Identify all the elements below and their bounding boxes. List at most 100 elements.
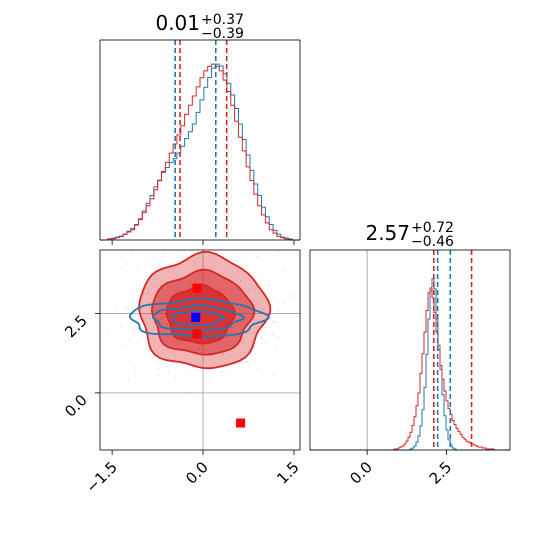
scatter-point [157, 360, 159, 362]
bottom-left-y-tick-label-1: 2.5 [61, 312, 91, 342]
scatter-point [247, 332, 249, 335]
scatter-point [236, 270, 239, 272]
scatter-point [147, 290, 150, 293]
scatter-point [247, 289, 249, 291]
histogram-panel-top-left: 0.01 +0.37 −0.39 [99, 11, 301, 245]
bottom-right-x-tick-label-1: 2.5 [426, 458, 456, 488]
scatter-point [243, 351, 245, 354]
scatter-point [233, 356, 235, 359]
scatter-point [121, 267, 124, 269]
scatter-point [126, 263, 129, 265]
axes-frame-top-left [99, 39, 301, 241]
scatter-point [277, 309, 280, 312]
scatter-point [189, 444, 191, 447]
scatter-point [135, 343, 138, 345]
title-param-2: 2.57 [365, 221, 410, 245]
scatter-point [157, 262, 159, 265]
scatter-point [246, 361, 248, 363]
scatter-point [172, 268, 174, 270]
scatter-point [182, 255, 185, 257]
scatter-point [130, 290, 133, 293]
scatter-point [155, 285, 157, 287]
scatter-point [126, 305, 129, 308]
scatter-point [148, 301, 151, 304]
scatter-point [167, 263, 170, 266]
scatter-point [288, 295, 290, 297]
scatter-point [278, 336, 280, 339]
scatter-point [167, 371, 170, 374]
title-param-2-value: 2.57 [365, 221, 410, 245]
scatter-point [144, 341, 147, 343]
title-param-1-upper: +0.37 [201, 12, 244, 28]
axes-frame-bottom-left [99, 249, 301, 451]
scatter-point [234, 260, 237, 263]
scatter-point [134, 367, 137, 369]
scatter-point [230, 354, 232, 357]
blue-contour-2 [170, 309, 226, 327]
scatter-point [149, 317, 151, 320]
red-marker-1 [192, 329, 202, 339]
scatter-point [281, 260, 284, 262]
scatter-point [134, 315, 137, 318]
scatter-point [293, 297, 295, 299]
scatter-point [254, 319, 256, 322]
histogram-series-blue [310, 278, 510, 451]
scatter-point [147, 293, 149, 295]
scatter-point [258, 292, 260, 295]
title-param-1: 0.01 [155, 11, 200, 35]
scatter-point [282, 302, 285, 304]
scatter-point [133, 329, 135, 332]
scatter-point [267, 280, 270, 282]
scatter-point [260, 342, 263, 345]
scatter-point [157, 367, 160, 370]
scatter-point [259, 309, 262, 312]
scatter-point [227, 353, 230, 355]
scatter-point [153, 274, 155, 277]
scatter-point [248, 367, 251, 370]
scatter-point [244, 277, 246, 280]
scatter-point [220, 371, 223, 373]
bottom-left-x-tick-label-2: 1.5 [273, 458, 303, 488]
scatter-point [265, 340, 267, 343]
scatter-point [239, 279, 242, 282]
scatter-point [240, 281, 242, 283]
scatter-point [127, 378, 130, 381]
scatter-point [128, 338, 130, 341]
scatter-point [174, 377, 177, 379]
bottom-left-x-tick-label-0: −1.5 [82, 458, 120, 496]
scatter-point [262, 300, 264, 303]
title-param-2-lower: −0.46 [411, 234, 454, 250]
scatter-point [260, 336, 263, 339]
scatter-point [251, 341, 253, 343]
red-marker-2 [236, 418, 246, 428]
scatter-point [150, 287, 152, 290]
scatter-point [222, 255, 225, 257]
scatter-point [145, 317, 147, 320]
scatter-point [268, 284, 270, 287]
scatter-point [193, 260, 196, 263]
scatter-point [222, 353, 225, 355]
scatter-point [256, 255, 258, 258]
scatter-point [120, 326, 123, 329]
scatter-point [254, 290, 256, 293]
scatter-point [287, 308, 290, 311]
title-param-2-upper: +0.72 [411, 220, 454, 236]
scatter-point [129, 287, 131, 289]
bottom-left-y-tick-label-0: 0.0 [61, 391, 91, 421]
scatter-point [193, 264, 196, 266]
scatter-point [255, 306, 257, 309]
scatter-point [136, 327, 139, 330]
scatter-point [209, 258, 211, 261]
scatter-point [166, 348, 168, 351]
scatter-point [250, 352, 252, 355]
scatter-point [263, 307, 265, 310]
scatter-point [144, 263, 146, 266]
histogram-series-red [310, 287, 510, 451]
scatter-point [124, 344, 127, 347]
scatter-point [106, 306, 108, 309]
scatter-point [223, 273, 225, 275]
scatter-point [199, 362, 202, 365]
scatter-point [212, 266, 214, 269]
scatter-point [265, 326, 267, 329]
scatter-point [241, 343, 244, 345]
